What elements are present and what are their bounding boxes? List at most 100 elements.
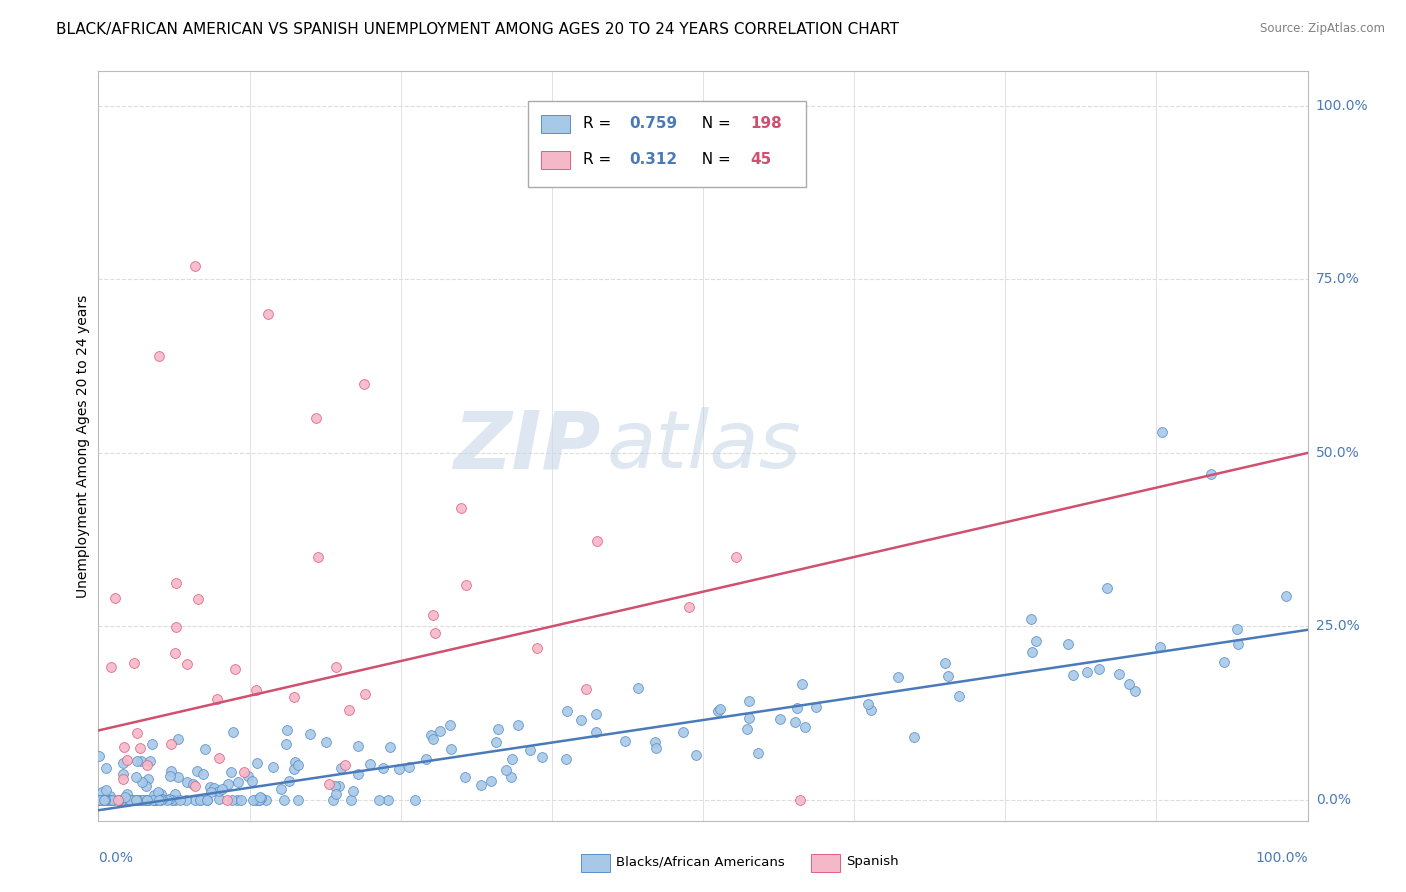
Point — [284, 755, 307, 769]
Point — [148, 793, 170, 807]
Point — [118, 793, 141, 807]
Point — [129, 740, 152, 755]
FancyBboxPatch shape — [581, 854, 610, 871]
Point — [283, 690, 305, 705]
Text: 25.0%: 25.0% — [1316, 619, 1360, 633]
Point — [125, 726, 148, 740]
Text: 50.0%: 50.0% — [1316, 446, 1360, 460]
Point — [1226, 637, 1249, 651]
Point — [419, 728, 441, 742]
Point — [299, 727, 322, 741]
Point — [94, 783, 117, 797]
Point — [205, 691, 228, 706]
Point — [122, 656, 145, 670]
Point — [145, 793, 167, 807]
Point — [94, 793, 117, 807]
Point — [789, 793, 811, 807]
Point — [371, 760, 394, 774]
Point — [176, 657, 198, 671]
Point — [225, 793, 247, 807]
Point — [139, 754, 162, 768]
Point — [156, 793, 179, 807]
FancyBboxPatch shape — [527, 102, 806, 187]
Point — [97, 793, 120, 807]
Point — [103, 793, 125, 807]
Point — [404, 793, 426, 807]
Point — [644, 740, 666, 755]
Point — [107, 793, 129, 807]
Point — [107, 793, 129, 807]
Point — [93, 793, 115, 807]
Point — [87, 793, 110, 807]
Point — [283, 762, 305, 776]
Point — [519, 743, 541, 757]
Point — [1019, 612, 1042, 626]
Point — [110, 793, 132, 807]
Point — [131, 774, 153, 789]
Text: 0.759: 0.759 — [630, 116, 678, 131]
Point — [211, 781, 233, 796]
Point — [1118, 676, 1140, 690]
Point — [160, 764, 183, 779]
Point — [208, 792, 231, 806]
Point — [1057, 637, 1080, 651]
Point — [231, 793, 253, 807]
Point — [166, 732, 188, 747]
Point — [112, 767, 135, 781]
Text: 0.312: 0.312 — [630, 153, 678, 168]
Point — [1213, 656, 1236, 670]
Point — [470, 778, 492, 792]
Point — [422, 732, 444, 747]
FancyBboxPatch shape — [541, 115, 569, 133]
Point — [785, 715, 807, 730]
Point — [146, 785, 169, 799]
Point — [89, 793, 111, 807]
FancyBboxPatch shape — [541, 151, 569, 169]
Point — [499, 770, 522, 784]
Point — [270, 781, 292, 796]
Point — [112, 740, 135, 755]
Point — [141, 737, 163, 751]
Point — [120, 793, 142, 807]
Point — [163, 793, 186, 807]
Point — [129, 793, 152, 807]
Point — [479, 773, 502, 788]
Point — [337, 703, 360, 717]
Point — [165, 575, 187, 590]
Point — [115, 787, 138, 801]
Point — [1149, 640, 1171, 654]
Point — [354, 687, 377, 701]
Point — [89, 793, 111, 807]
Point — [187, 592, 209, 607]
Point — [554, 751, 576, 765]
Point — [859, 703, 882, 717]
Point — [486, 722, 509, 736]
Point — [160, 793, 183, 807]
Point — [112, 756, 135, 770]
Point — [143, 793, 166, 807]
Point — [508, 718, 530, 732]
Point — [429, 723, 451, 738]
Point — [333, 758, 356, 772]
Point — [307, 550, 329, 565]
Point — [247, 793, 270, 807]
Point — [134, 793, 156, 807]
Point — [249, 789, 271, 804]
FancyBboxPatch shape — [811, 854, 839, 871]
Point — [948, 689, 970, 703]
Point — [415, 751, 437, 765]
Point — [439, 717, 461, 731]
Point — [142, 793, 165, 807]
Point — [165, 647, 187, 661]
Point — [124, 793, 146, 807]
Point — [91, 793, 114, 807]
Point — [856, 697, 879, 711]
Point — [1275, 590, 1298, 604]
Point — [555, 704, 578, 718]
Point — [322, 793, 344, 807]
Point — [118, 793, 141, 807]
Point — [160, 737, 183, 751]
Point — [794, 721, 817, 735]
Point — [1199, 467, 1222, 481]
Point — [530, 749, 553, 764]
